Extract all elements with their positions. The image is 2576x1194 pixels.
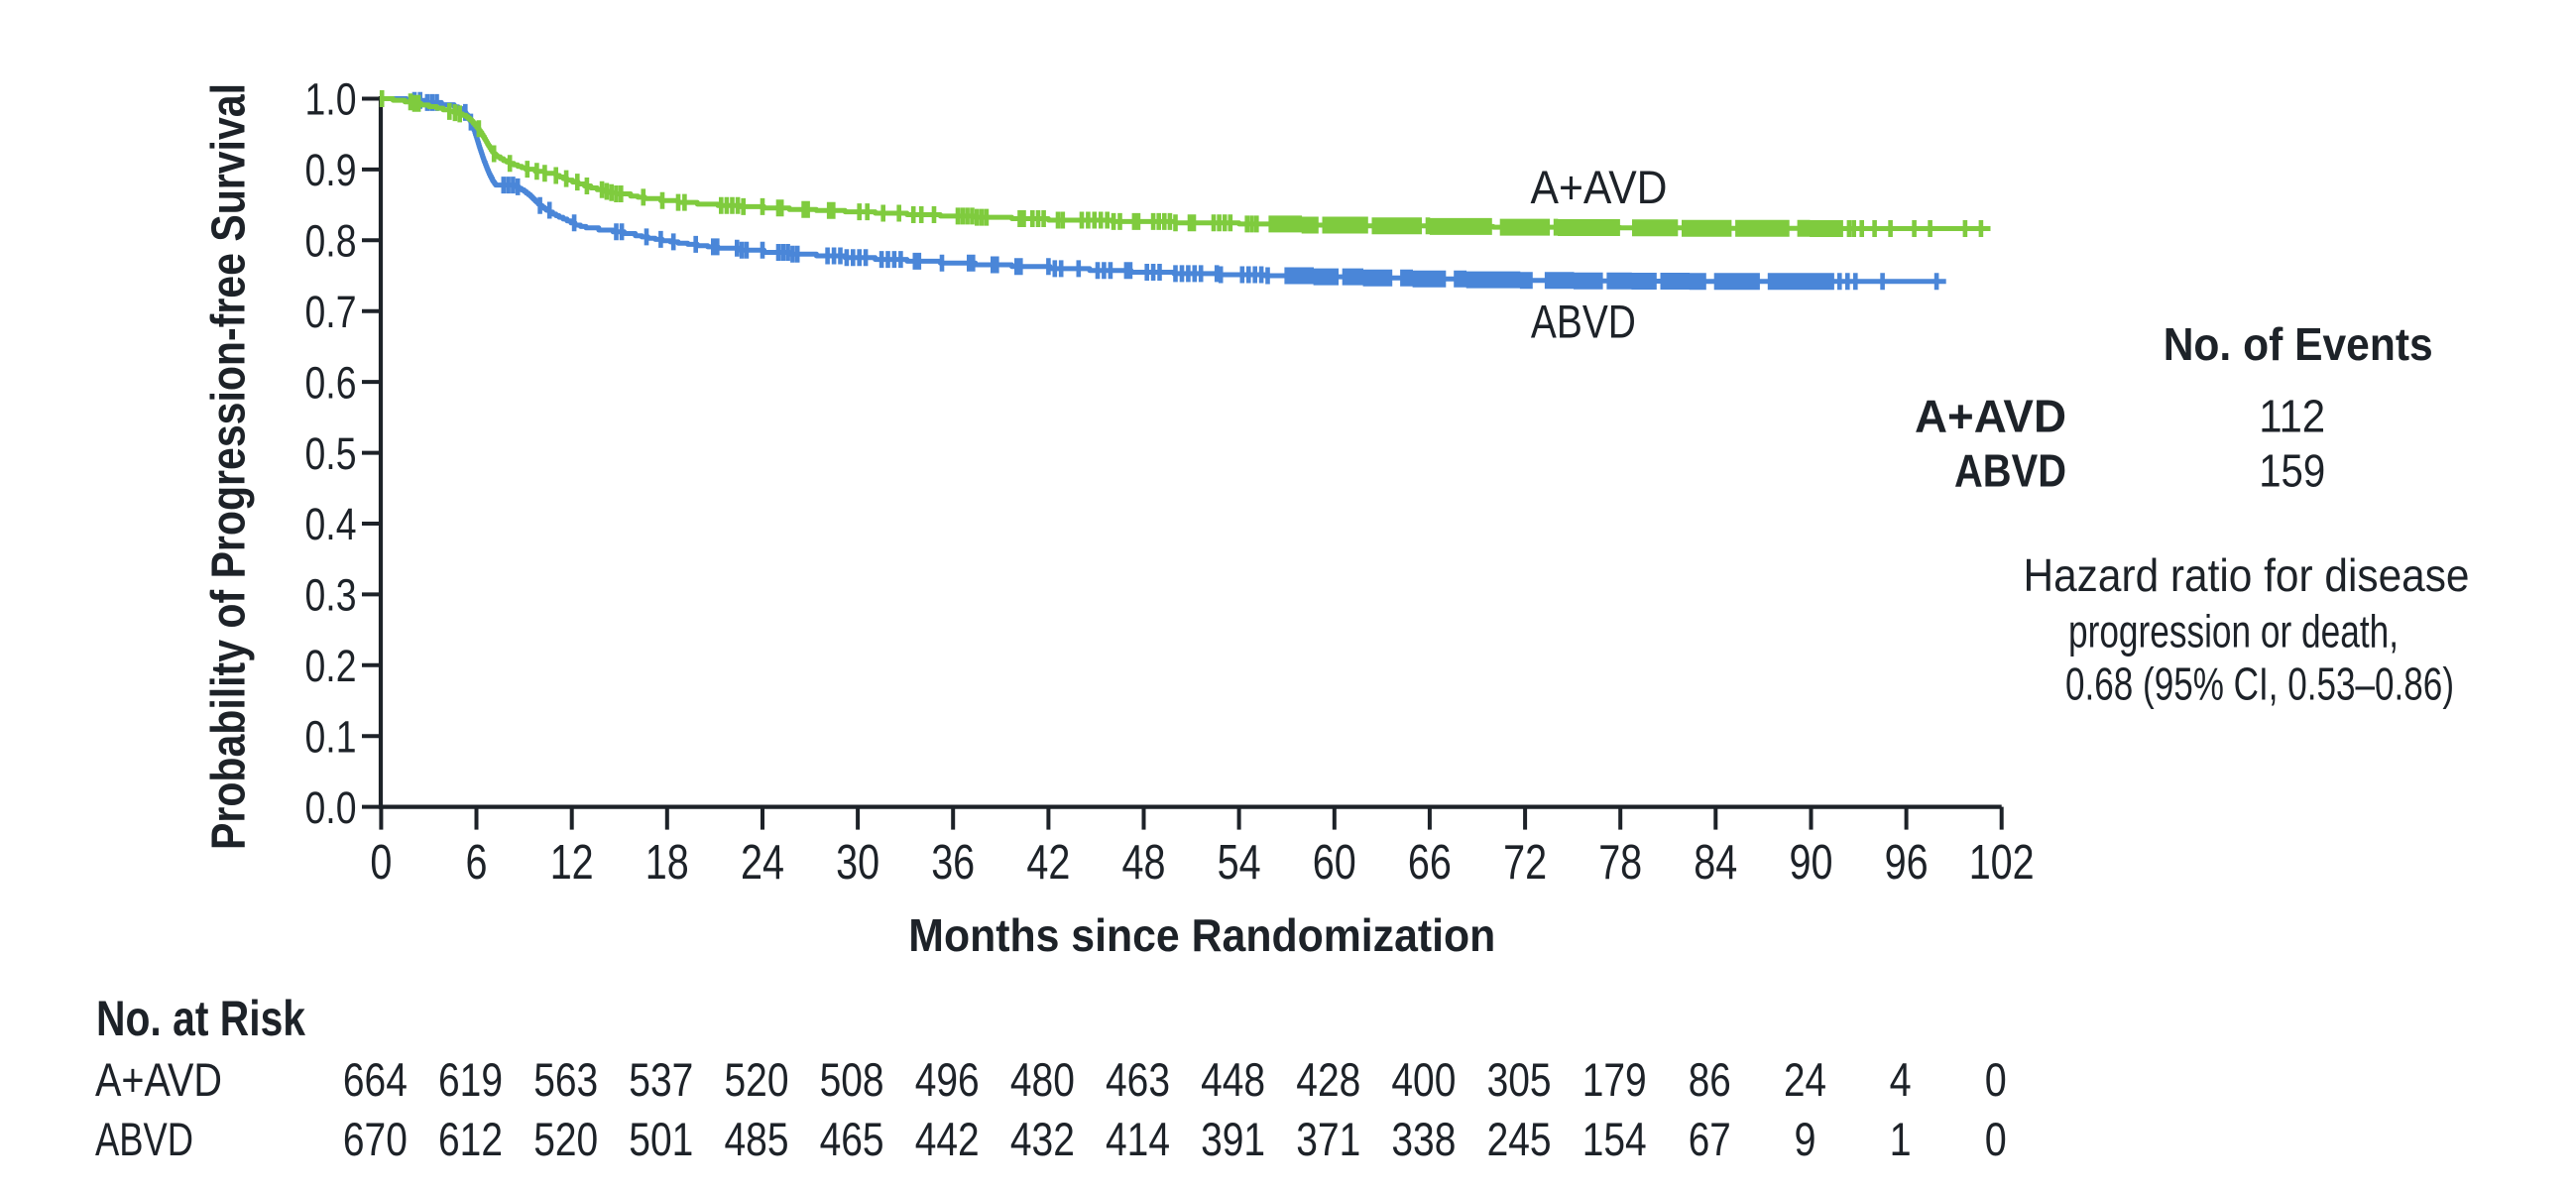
svg-text:428: 428	[1296, 1053, 1360, 1106]
svg-text:245: 245	[1487, 1113, 1552, 1165]
svg-text:0.8: 0.8	[305, 216, 357, 267]
svg-text:501: 501	[629, 1113, 693, 1165]
svg-text:463: 463	[1106, 1053, 1170, 1106]
svg-text:179: 179	[1582, 1053, 1647, 1106]
svg-text:0.5: 0.5	[305, 428, 357, 479]
svg-text:520: 520	[725, 1053, 789, 1106]
svg-text:1.0: 1.0	[305, 74, 357, 125]
svg-text:9: 9	[1795, 1113, 1816, 1165]
svg-text:54: 54	[1218, 836, 1261, 890]
svg-text:400: 400	[1391, 1053, 1456, 1106]
svg-text:537: 537	[629, 1053, 693, 1106]
svg-text:0.0: 0.0	[305, 782, 357, 833]
svg-text:448: 448	[1201, 1053, 1265, 1106]
svg-text:67: 67	[1689, 1113, 1731, 1165]
svg-text:36: 36	[931, 836, 975, 890]
svg-text:ABVD: ABVD	[1531, 296, 1636, 348]
svg-text:30: 30	[836, 836, 879, 890]
svg-text:338: 338	[1391, 1113, 1456, 1165]
svg-text:0.68 (95% CI, 0.53–0.86): 0.68 (95% CI, 0.53–0.86)	[2065, 657, 2454, 709]
svg-text:18: 18	[645, 836, 689, 890]
svg-text:0: 0	[1985, 1053, 2007, 1106]
svg-text:619: 619	[438, 1053, 503, 1106]
svg-text:496: 496	[915, 1053, 980, 1106]
svg-text:0.9: 0.9	[305, 145, 357, 195]
svg-text:612: 612	[438, 1113, 503, 1165]
svg-text:414: 414	[1106, 1113, 1170, 1165]
svg-text:154: 154	[1582, 1113, 1647, 1165]
svg-text:480: 480	[1010, 1053, 1075, 1106]
svg-text:84: 84	[1694, 836, 1737, 890]
svg-text:96: 96	[1885, 836, 1929, 890]
svg-text:563: 563	[533, 1053, 598, 1106]
svg-text:371: 371	[1296, 1113, 1360, 1165]
svg-text:0: 0	[370, 836, 392, 890]
svg-text:102: 102	[1969, 836, 2035, 890]
svg-text:A+AVD: A+AVD	[1531, 161, 1668, 213]
svg-text:485: 485	[725, 1113, 789, 1165]
svg-text:Probability of Progression-fre: Probability of Progression-free Survival	[203, 83, 256, 850]
svg-text:0.2: 0.2	[305, 641, 357, 691]
svg-text:78: 78	[1598, 836, 1642, 890]
svg-text:465: 465	[820, 1113, 884, 1165]
svg-text:42: 42	[1026, 836, 1070, 890]
svg-text:0.3: 0.3	[305, 570, 357, 621]
svg-text:0.7: 0.7	[305, 287, 357, 337]
svg-text:0.6: 0.6	[305, 357, 357, 408]
svg-text:No. at Risk: No. at Risk	[96, 991, 305, 1046]
svg-text:391: 391	[1201, 1113, 1265, 1165]
svg-text:442: 442	[915, 1113, 980, 1165]
svg-text:159: 159	[2259, 444, 2325, 496]
svg-text:A+AVD: A+AVD	[95, 1053, 222, 1106]
svg-text:305: 305	[1487, 1053, 1552, 1106]
svg-text:6: 6	[466, 836, 488, 890]
svg-text:432: 432	[1010, 1113, 1075, 1165]
svg-text:24: 24	[741, 836, 784, 890]
svg-text:670: 670	[343, 1113, 408, 1165]
svg-text:520: 520	[533, 1113, 598, 1165]
svg-text:508: 508	[820, 1053, 884, 1106]
svg-text:A+AVD: A+AVD	[1915, 391, 2066, 442]
svg-text:0: 0	[1985, 1113, 2007, 1165]
svg-text:664: 664	[343, 1053, 408, 1106]
svg-text:90: 90	[1790, 836, 1833, 890]
svg-text:112: 112	[2259, 391, 2325, 442]
svg-text:72: 72	[1503, 836, 1547, 890]
svg-text:0.1: 0.1	[305, 711, 357, 762]
svg-text:progression or death,: progression or death,	[2068, 605, 2399, 657]
svg-text:12: 12	[550, 836, 594, 890]
svg-text:86: 86	[1689, 1053, 1731, 1106]
svg-text:24: 24	[1784, 1053, 1826, 1106]
svg-text:Months since Randomization: Months since Randomization	[908, 909, 1495, 961]
svg-text:ABVD: ABVD	[95, 1113, 193, 1165]
svg-text:60: 60	[1313, 836, 1356, 890]
svg-text:1: 1	[1890, 1113, 1912, 1165]
svg-text:66: 66	[1408, 836, 1452, 890]
svg-text:Hazard ratio for disease: Hazard ratio for disease	[2024, 549, 2470, 601]
svg-text:No. of Events: No. of Events	[2164, 318, 2433, 370]
svg-text:ABVD: ABVD	[1954, 444, 2066, 496]
svg-text:4: 4	[1890, 1053, 1912, 1106]
svg-text:0.4: 0.4	[305, 499, 357, 549]
svg-text:48: 48	[1122, 836, 1166, 890]
